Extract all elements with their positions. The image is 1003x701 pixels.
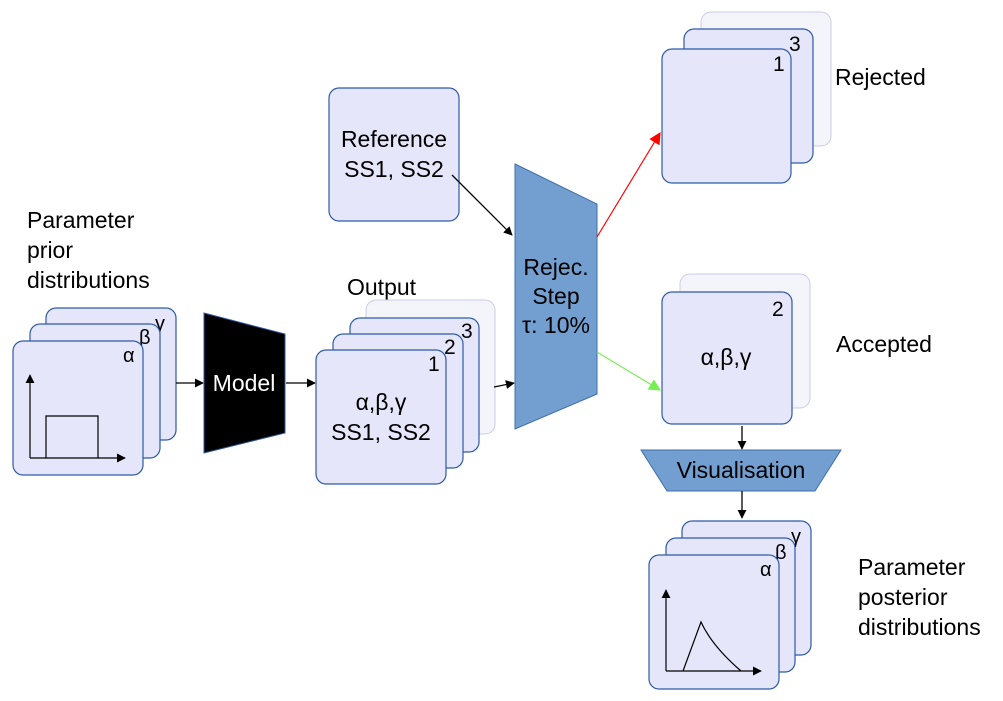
reference-label-line1: Reference [341,126,447,152]
rejection-step-label-line2: Step [532,283,579,309]
rejected-label: Rejected [835,64,926,90]
visualisation-shape [640,449,842,492]
output-card-1 [315,349,447,485]
rejected-section: 3 1 Rejected [661,11,926,184]
output-card-summary-stats: SS1, SS2 [331,419,431,445]
rejection-step-label-line1: Rejec. [523,254,588,280]
output-label: Output [347,274,417,300]
prior-section: Parameter prior distributions γ β α [12,207,177,476]
output-card-1-number: 1 [428,353,440,376]
output-card-2-number: 2 [444,336,456,359]
posterior-beta-symbol: β [775,542,787,564]
accepted-label: Accepted [836,331,932,357]
rejected-card-1-number: 1 [773,53,785,76]
posterior-gamma-symbol: γ [791,526,801,548]
model-label: Model [213,370,276,396]
prior-label-line2: prior [27,237,73,263]
posterior-label-line2: posterior [858,584,948,610]
arrow-reference-to-rejection [451,174,513,236]
prior-alpha-symbol: α [123,345,135,367]
rejected-card-3-number: 3 [789,33,801,56]
prior-label-line3: distributions [27,267,150,293]
posterior-alpha-symbol: α [760,559,772,581]
model-shape [203,312,286,454]
accepted-card-params: α,β,γ [701,344,752,370]
arrow-to-rejected [596,131,661,238]
output-card-3-number: 3 [461,320,473,343]
reference-card [328,87,460,222]
accepted-section: 2 α,β,γ Accepted [661,273,932,425]
model-block: Model [203,312,286,454]
rejection-step-label-line3: τ: 10% [522,312,590,338]
accepted-card-2 [661,291,793,425]
arrow-to-accepted [596,351,662,391]
rejection-step-shape [514,163,598,430]
prior-beta-symbol: β [139,327,151,349]
posterior-card-alpha [648,554,780,690]
posterior-label-line1: Parameter [858,554,966,580]
output-section: Output 3 2 1 α,β,γ SS1, SS2 [315,274,496,485]
visualisation-block: Visualisation [640,449,842,492]
prior-label-line1: Parameter [27,207,135,233]
posterior-distribution-plot [661,589,762,676]
reference-block: Reference SS1, SS2 [328,87,460,222]
accepted-card-2-number: 2 [772,298,784,321]
rejected-card-1 [661,48,792,184]
reference-label-line2: SS1, SS2 [344,156,444,182]
posterior-section: γ β α Parameter posterior distributions [648,520,981,690]
uniform-prior-plot [25,374,126,463]
arrow-output-to-rejection [493,380,515,390]
rejection-step-block: Rejec. Step τ: 10% [514,163,598,430]
posterior-label-line3: distributions [858,614,981,640]
prior-gamma-symbol: γ [155,313,165,335]
visualisation-label: Visualisation [677,457,806,483]
output-card-params: α,β,γ [356,389,407,415]
